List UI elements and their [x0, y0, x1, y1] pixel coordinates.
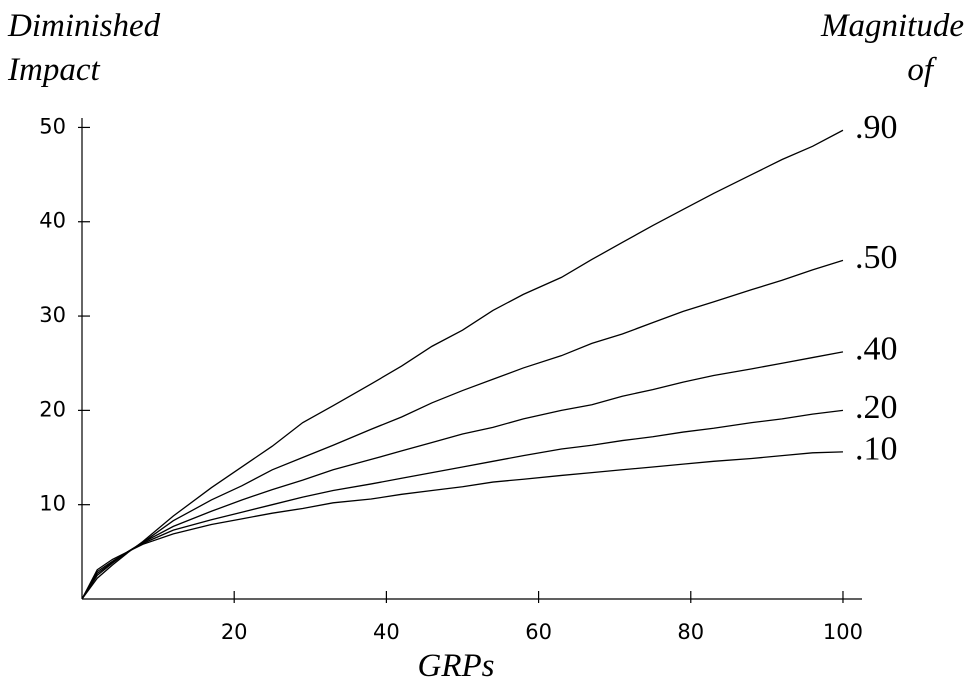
legend-title-line: Magnitude: [820, 8, 964, 44]
series-line: [81, 351, 844, 600]
y-tick-label: 20: [39, 397, 66, 421]
legend-title-line: of: [907, 52, 937, 88]
y-axis-label-line: Impact: [7, 52, 100, 88]
x-tick-label: 60: [525, 620, 552, 644]
series-label: .40: [855, 331, 898, 368]
x-tick-label: 40: [373, 620, 400, 644]
x-tick-label: 20: [221, 620, 248, 644]
x-axis-label: GRPs: [418, 648, 495, 684]
series-line: [81, 259, 844, 600]
y-tick-label: 30: [39, 303, 66, 327]
y-axis-label-line: Diminished: [7, 8, 161, 44]
series-label: .50: [855, 239, 898, 276]
x-tick-label: 100: [823, 620, 863, 644]
series-label: .90: [855, 109, 898, 146]
y-tick-label: 50: [39, 114, 66, 138]
y-tick-label: 40: [39, 209, 66, 233]
series-line: [81, 409, 844, 600]
series-label: .10: [855, 431, 898, 468]
series-line: [81, 451, 843, 600]
series-line: [81, 129, 844, 600]
series-label: .20: [855, 389, 898, 426]
y-tick-label: 10: [39, 492, 66, 516]
x-tick-label: 80: [677, 620, 704, 644]
